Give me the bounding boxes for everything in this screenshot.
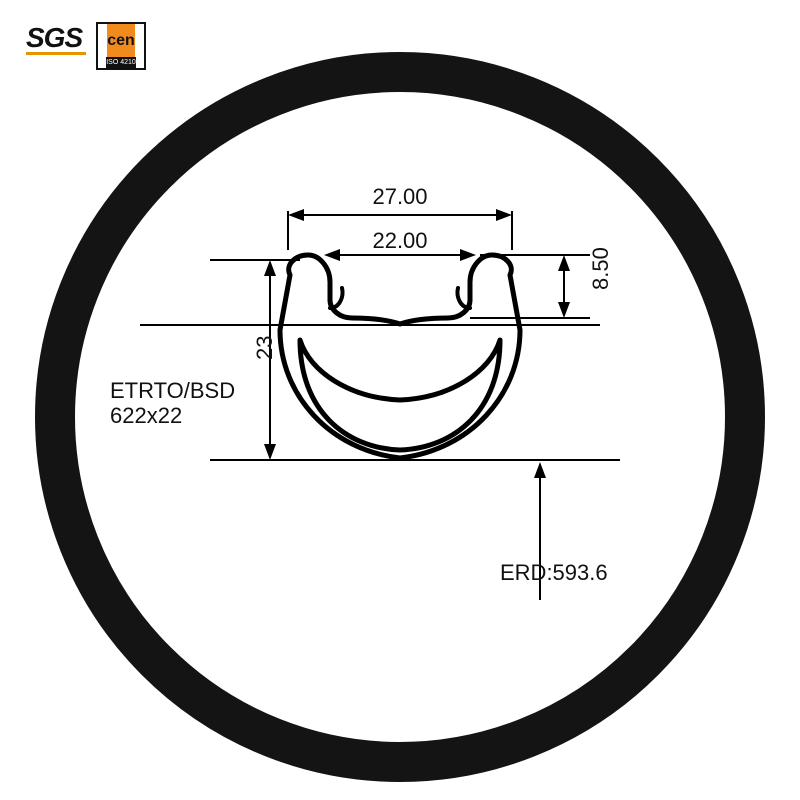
bead-height-value: 8.50	[588, 247, 613, 290]
etrto-line2: 622x22	[110, 403, 182, 428]
depth-value: 23	[252, 336, 277, 360]
erd-label: ERD:593.6	[500, 560, 608, 585]
outer-width-value: 27.00	[372, 184, 427, 209]
inner-width-value: 22.00	[372, 228, 427, 253]
etrto-label: ETRTO/BSD 622x22	[110, 378, 235, 429]
etrto-line1: ETRTO/BSD	[110, 378, 235, 403]
